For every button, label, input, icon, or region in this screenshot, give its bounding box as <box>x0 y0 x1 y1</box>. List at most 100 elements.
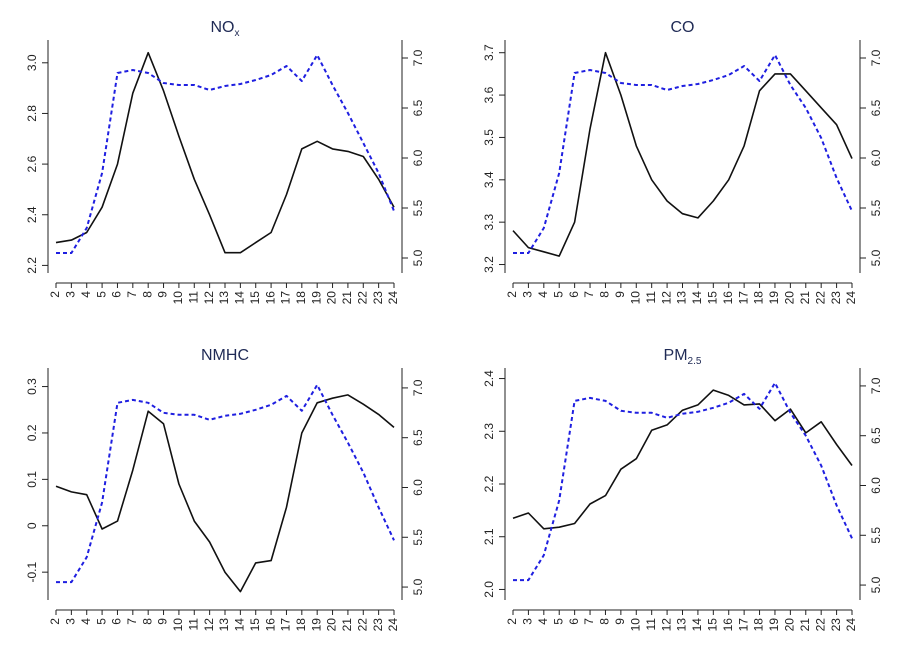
right-y-tick-label: 6.0 <box>869 149 883 166</box>
solid-series-line <box>512 389 853 530</box>
x-tick-label: 18 <box>294 618 308 632</box>
left-y-tick-label: 2.2 <box>25 257 39 274</box>
x-tick-label: 9 <box>613 618 627 625</box>
x-tick-label: 3 <box>64 618 78 625</box>
chart-title-main: NMHC <box>201 347 249 364</box>
right-y-tick-label: 6.5 <box>869 427 883 444</box>
x-tick-label: 5 <box>551 291 565 298</box>
dashed-series-line <box>513 54 853 254</box>
right-y-tick-label: 7.0 <box>411 379 425 396</box>
x-tick-label: 16 <box>721 618 735 632</box>
x-tick-label: 23 <box>371 618 385 632</box>
chart-title-main: NO <box>211 19 235 36</box>
x-tick-label: 6 <box>567 291 581 298</box>
x-tick-label: 4 <box>536 291 550 298</box>
x-tick-label: 16 <box>721 291 735 305</box>
x-tick-label: 9 <box>613 291 627 298</box>
right-y-tick-label: 5.0 <box>869 249 883 266</box>
right-y-tick-label: 7.0 <box>869 377 883 394</box>
x-tick-label: 13 <box>675 291 689 305</box>
x-tick-label: 4 <box>79 618 93 625</box>
x-tick-label: 22 <box>355 291 369 305</box>
x-tick-label: 19 <box>309 618 323 632</box>
right-y-tick-label: 6.5 <box>411 429 425 446</box>
chart-panel: CO3.23.33.43.53.63.75.05.56.06.57.02 3 4 5 6… <box>482 19 883 304</box>
x-tick-label: 13 <box>217 291 231 305</box>
left-y-tick-label: 2.8 <box>25 105 39 122</box>
x-tick-label: 8 <box>598 291 612 298</box>
x-tick-label: 18 <box>752 291 766 305</box>
right-y-tick-label: 5.0 <box>411 578 425 595</box>
solid-series-line <box>55 51 395 254</box>
right-y-tick-label: 5.0 <box>869 576 883 593</box>
left-y-tick-label: 0.2 <box>25 424 39 441</box>
right-y-tick-label: 6.5 <box>869 99 883 116</box>
x-tick-label: 6 <box>110 618 124 625</box>
x-tick-label: 5 <box>94 291 108 298</box>
left-y-tick-label: 3.4 <box>482 171 496 188</box>
x-tick-label: 23 <box>829 618 843 632</box>
x-tick-label: 21 <box>340 618 354 632</box>
right-y-tick-label: 6.0 <box>411 479 425 496</box>
left-y-tick-label: 0.1 <box>25 471 39 488</box>
x-tick-label: 23 <box>829 291 843 305</box>
x-tick-label: 2 <box>505 618 519 625</box>
solid-series-line <box>512 51 853 257</box>
x-tick-label: 16 <box>263 618 277 632</box>
x-tick-label: 17 <box>736 291 750 305</box>
x-tick-label: 15 <box>705 618 719 632</box>
right-y-tick-label: 5.5 <box>411 529 425 546</box>
left-y-tick-label: 0.3 <box>25 378 39 395</box>
x-tick-label: 24 <box>386 291 400 305</box>
right-y-tick-label: 6.0 <box>411 149 425 166</box>
left-y-tick-label: 2.1 <box>482 528 496 545</box>
x-tick-label: 2 <box>505 291 519 298</box>
left-y-tick-label: 2.2 <box>482 475 496 492</box>
dashed-series-line <box>513 381 853 582</box>
x-tick-label: 24 <box>386 618 400 632</box>
x-tick-label: 22 <box>813 618 827 632</box>
x-tick-label: 10 <box>171 291 185 305</box>
x-tick-label: 2 <box>48 618 62 625</box>
chart-title-subscript: 2.5 <box>688 356 702 367</box>
x-tick-label: 7 <box>125 618 139 625</box>
x-tick-label: 14 <box>690 618 704 632</box>
x-tick-label: 11 <box>186 618 200 631</box>
x-tick-label: 21 <box>798 291 812 305</box>
chart-title-main: PM <box>664 347 688 364</box>
left-y-tick-label: 2.4 <box>482 370 496 387</box>
dashed-series-line <box>56 54 395 254</box>
left-y-tick-label: 3.2 <box>482 256 496 273</box>
dashed-series-line <box>56 383 395 584</box>
chart-title: PM2.5 <box>664 347 702 367</box>
x-tick-label: 12 <box>659 618 673 632</box>
chart-title: NOx <box>211 19 240 39</box>
chart-title: CO <box>671 19 695 36</box>
x-tick-label: 12 <box>659 291 673 305</box>
x-tick-label: 22 <box>355 618 369 632</box>
chart-panel: NMHC-0.100.10.20.35.05.56.06.57.02 3 4 5 6 7 8… <box>25 347 425 631</box>
x-tick-label: 20 <box>783 618 797 632</box>
x-tick-label: 15 <box>248 291 262 305</box>
x-tick-label: 10 <box>171 618 185 632</box>
x-tick-label: 2 <box>48 291 62 298</box>
x-tick-label: 9 <box>156 291 170 298</box>
left-y-tick-label: 2.4 <box>25 206 39 223</box>
x-tick-label: 9 <box>156 618 170 625</box>
left-y-tick-label: 3.0 <box>25 54 39 71</box>
left-y-tick-label: 3.5 <box>482 129 496 146</box>
x-tick-label: 6 <box>567 618 581 625</box>
left-y-tick-label: 3.6 <box>482 86 496 103</box>
right-y-tick-label: 7.0 <box>411 49 425 66</box>
left-y-tick-label: 3.3 <box>482 213 496 230</box>
x-tick-label: 7 <box>582 618 596 625</box>
left-y-tick-label: 3.7 <box>482 44 496 61</box>
right-y-tick-label: 6.5 <box>411 99 425 116</box>
chart-title-main: CO <box>671 19 695 36</box>
x-tick-label: 20 <box>325 291 339 305</box>
x-tick-label: 6 <box>110 291 124 298</box>
x-tick-label: 3 <box>64 291 78 298</box>
x-tick-label: 16 <box>263 291 277 305</box>
x-tick-label: 8 <box>140 618 154 625</box>
